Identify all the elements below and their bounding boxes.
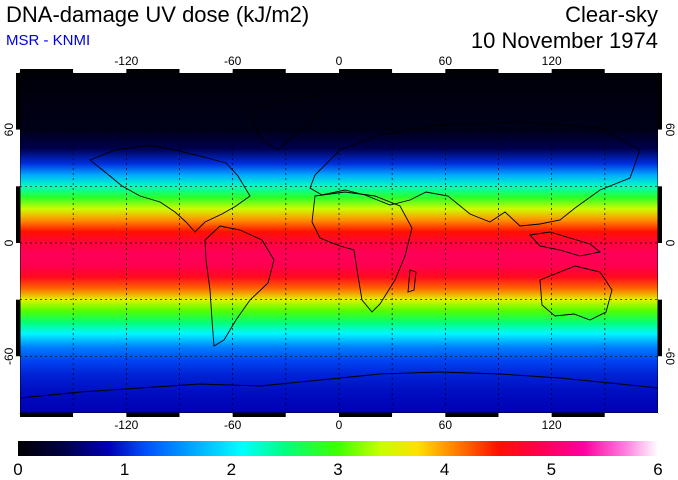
frame-scale-top	[285, 69, 339, 73]
frame-scale-top	[498, 69, 552, 73]
longitude-label-top: 60	[439, 54, 453, 68]
coastlines	[20, 95, 658, 399]
longitude-label-bottom: -120	[114, 418, 138, 432]
coastline-south-america	[204, 225, 275, 347]
date-label: 10 November 1974	[470, 28, 658, 53]
frame-scale-bottom	[445, 413, 499, 417]
longitude-label-bottom: 0	[336, 418, 343, 432]
coastline-antarctica	[20, 371, 658, 399]
source-label: MSR - KNMI	[6, 32, 91, 49]
frame-scale-top	[232, 69, 286, 73]
longitude-label-top: 0	[336, 54, 343, 68]
frame-scale-right	[658, 73, 662, 130]
frame-scale-left	[16, 356, 20, 413]
map-title: DNA-damage UV dose (kJ/m2)	[6, 2, 310, 27]
frame-scale-top	[179, 69, 233, 73]
longitude-label-bottom: 120	[542, 418, 562, 432]
frame-scale-top	[339, 69, 393, 73]
coastline-africa	[311, 191, 413, 313]
colorbar-tick-label: 4	[439, 460, 450, 479]
latitude-label-left: 0	[2, 239, 16, 246]
longitude-label-top: -60	[224, 54, 242, 68]
longitude-label-top: 120	[542, 54, 562, 68]
frame-scale-top	[392, 69, 446, 73]
colorbar	[18, 441, 658, 456]
frame-scale-bottom	[73, 413, 127, 417]
colorbar-tick-label: 0	[13, 460, 23, 479]
frame-scale-top	[126, 69, 180, 73]
frame-scale-left	[16, 243, 20, 300]
colorbar-tick-label: 3	[333, 460, 343, 479]
frame-scale-bottom	[20, 413, 74, 417]
longitude-label-bottom: 60	[439, 418, 453, 432]
frame-scale-bottom	[339, 413, 393, 417]
frame-scale-bottom	[126, 413, 180, 417]
latitude-label-left: -60	[2, 347, 16, 365]
frame-scale-right	[658, 129, 662, 187]
latitude-label-right: 0	[663, 240, 677, 247]
sky-condition-label: Clear-sky	[565, 2, 658, 27]
graticule	[20, 73, 658, 413]
coastline-indonesia	[529, 231, 602, 257]
frame-scale-bottom	[551, 413, 605, 417]
latitude-label-right: 60	[663, 123, 677, 137]
latitude-label-right: -60	[663, 348, 677, 366]
colorbar-tick-label: 2	[226, 460, 237, 479]
frame-scale-bottom	[285, 413, 339, 417]
frame-scale-left	[16, 186, 20, 243]
coastline-north-america	[89, 144, 251, 233]
frame-scale-bottom	[498, 413, 552, 417]
colorbar-tick-label: 5	[546, 460, 557, 479]
frame-scale-left	[16, 299, 20, 357]
frame-scale-left	[16, 129, 20, 187]
frame-scale-right	[658, 299, 662, 357]
colorbar-tick-label: 6	[653, 460, 663, 479]
frame-scale-bottom	[232, 413, 286, 417]
frame-scale-top	[604, 69, 658, 73]
frame-scale-right	[658, 186, 662, 243]
longitude-label-top: -120	[114, 54, 138, 68]
frame-scale-bottom	[392, 413, 446, 417]
frame-scale-bottom	[604, 413, 658, 417]
coastline-madagascar	[407, 269, 417, 293]
frame-scale-top	[20, 69, 74, 73]
frame-scale-top	[551, 69, 605, 73]
frame-scale-top	[445, 69, 499, 73]
frame-scale-right	[658, 356, 662, 413]
coastline-australia	[539, 265, 613, 321]
frame-scale-right	[658, 243, 662, 300]
latitude-label-left: 60	[2, 123, 16, 137]
frame-scale-bottom	[179, 413, 233, 417]
colorbar-tick-label: 1	[119, 460, 130, 479]
frame-scale-left	[16, 73, 20, 130]
frame-scale-top	[73, 69, 127, 73]
longitude-label-bottom: -60	[224, 418, 242, 432]
map-axis-ticks: -120 -120 -60 -60 0 0 60 60 120 120 60 60 0 0 -60 -60	[2, 54, 677, 432]
